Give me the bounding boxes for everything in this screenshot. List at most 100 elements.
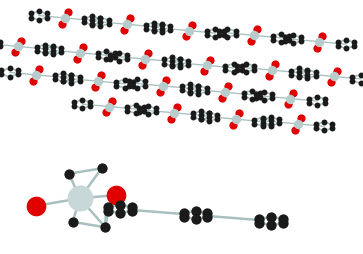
Point	[42, 44, 48, 48]
Point	[50, 46, 56, 50]
Point	[139, 64, 145, 68]
Point	[204, 34, 210, 38]
Point	[107, 53, 113, 57]
Point	[79, 107, 85, 111]
Point	[97, 17, 103, 21]
Point	[0, 45, 3, 49]
Point	[343, 39, 349, 43]
Point	[98, 17, 103, 21]
Point	[241, 91, 246, 95]
Point	[225, 28, 231, 32]
Point	[117, 211, 123, 215]
Point	[12, 51, 18, 55]
Point	[290, 34, 296, 38]
Point	[288, 69, 294, 73]
Point	[296, 67, 302, 71]
Point	[350, 80, 355, 84]
Point	[0, 41, 3, 45]
Point	[298, 40, 304, 44]
Point	[158, 90, 163, 94]
Point	[215, 113, 220, 117]
Point	[295, 122, 301, 126]
Point	[143, 24, 148, 28]
Point	[205, 211, 211, 215]
Point	[268, 118, 274, 122]
Point	[204, 90, 209, 94]
Point	[161, 62, 167, 66]
Point	[36, 10, 42, 14]
Point	[215, 117, 220, 121]
Point	[187, 86, 193, 90]
Point	[268, 215, 274, 219]
Point	[222, 91, 228, 95]
Point	[71, 101, 77, 105]
Point	[251, 64, 257, 68]
Point	[15, 73, 21, 77]
Point	[225, 36, 231, 40]
Point	[212, 28, 218, 32]
Point	[109, 99, 115, 103]
Point	[134, 86, 140, 90]
Point	[304, 73, 310, 77]
Point	[116, 51, 122, 55]
Point	[190, 112, 196, 116]
Point	[77, 75, 82, 80]
Point	[183, 35, 189, 39]
Point	[206, 112, 212, 116]
Point	[269, 93, 275, 97]
Point	[125, 105, 130, 109]
Point	[103, 50, 109, 54]
Point	[36, 19, 42, 23]
Point	[234, 68, 240, 72]
Point	[216, 34, 222, 38]
Point	[193, 217, 199, 221]
Point	[60, 80, 66, 84]
Point	[257, 96, 263, 100]
Point	[69, 82, 74, 86]
Point	[28, 12, 33, 17]
Point	[87, 105, 93, 109]
Point	[201, 70, 207, 74]
Point	[249, 89, 254, 93]
Point	[314, 104, 320, 108]
Point	[60, 23, 65, 27]
Point	[253, 93, 258, 97]
Point	[36, 68, 42, 72]
Point	[313, 71, 318, 75]
Point	[351, 45, 357, 49]
Point	[177, 58, 183, 62]
Point	[261, 99, 267, 103]
Point	[204, 64, 210, 68]
Point	[239, 69, 245, 73]
Point	[276, 118, 282, 122]
Point	[159, 31, 165, 35]
Point	[107, 57, 113, 61]
Point	[251, 68, 257, 72]
Point	[243, 70, 249, 74]
Point	[239, 65, 245, 69]
Point	[231, 71, 236, 75]
Point	[105, 209, 111, 213]
Point	[233, 118, 239, 122]
Point	[189, 24, 195, 28]
Point	[30, 80, 36, 84]
Point	[248, 40, 254, 44]
Point	[204, 86, 209, 90]
Point	[102, 225, 108, 229]
Point	[44, 12, 50, 17]
Point	[269, 97, 275, 101]
Point	[280, 221, 286, 225]
Point	[223, 65, 228, 69]
Point	[122, 78, 127, 82]
Point	[219, 97, 225, 101]
Point	[98, 74, 104, 78]
Point	[249, 98, 254, 102]
Point	[141, 105, 147, 109]
Point	[122, 86, 127, 90]
Point	[198, 118, 204, 122]
Point	[159, 24, 165, 28]
Point	[106, 105, 112, 109]
Point	[196, 92, 201, 97]
Point	[290, 42, 296, 46]
Point	[296, 75, 302, 80]
